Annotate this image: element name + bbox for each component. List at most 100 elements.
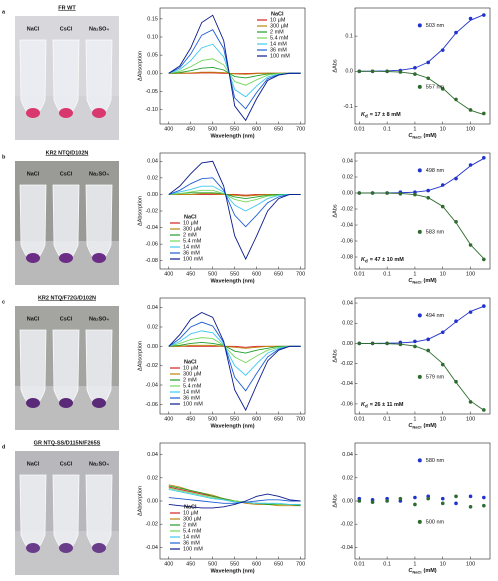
pellet [59, 543, 73, 553]
spectrum-line [168, 192, 301, 200]
data-point [440, 330, 445, 335]
data-point [440, 362, 445, 367]
series-key [417, 168, 422, 173]
x-tick-label: 10 [440, 416, 446, 422]
data-point [454, 30, 458, 35]
y-tick-label: 0.02 [147, 175, 158, 181]
spectrum-line [168, 487, 301, 505]
data-point [482, 257, 486, 262]
data-point [482, 408, 486, 412]
y-tick-label: -0.04 [340, 222, 353, 228]
legend-label: 36 mM [183, 250, 200, 256]
x-tick-label: 550 [230, 416, 239, 422]
data-point [426, 188, 431, 193]
data-point [482, 111, 486, 116]
y-tick-label: 0.1 [345, 34, 353, 40]
kd-symbol: K [361, 257, 366, 263]
series-label: 557 nm [426, 84, 445, 90]
x-label-subscript: NaCl [412, 280, 421, 285]
x-tick-label: 700 [296, 416, 305, 422]
y-tick-label: 0.02 [147, 324, 158, 330]
y-tick-label: -0.04 [145, 225, 158, 231]
legend-label: 14 mM [270, 41, 287, 47]
data-point [440, 183, 445, 187]
kd-symbol: K [361, 112, 366, 118]
y-tick-label: 0.00 [147, 71, 158, 77]
x-tick-label: 500 [208, 271, 217, 277]
legend-label: 36 mM [270, 47, 287, 53]
spectrum-line [168, 488, 301, 505]
series-label: 503 nm [426, 23, 445, 29]
tube [85, 39, 113, 117]
kd-annotation: Kd = 17 ± 8 mM [361, 112, 401, 118]
panel-letter: b [2, 154, 6, 160]
spectrum-line [168, 177, 301, 228]
data-point [454, 379, 458, 384]
legend-label: 300 μM [183, 371, 202, 377]
kd-text: = 47 ± 10 mM [370, 257, 404, 263]
series-key [417, 458, 422, 463]
legend-label: 14 mM [183, 534, 200, 540]
x-tick-label: 550 [230, 561, 239, 567]
data-point [454, 176, 458, 181]
legend-label: 36 mM [183, 540, 200, 546]
y-tick-label: -0.02 [145, 363, 158, 369]
x-label-subscript: NaCl [412, 425, 421, 430]
y-axis-label: ΔAbsorption [137, 486, 143, 516]
data-point [426, 196, 431, 200]
y-tick-label: 0.04 [342, 452, 353, 458]
data-point [468, 505, 473, 509]
legend-label: 10 μM [270, 17, 286, 23]
x-axis-label: CNaCl (mM) [408, 423, 436, 429]
x-tick-label: 450 [186, 126, 195, 132]
x-tick-label: 700 [296, 561, 305, 567]
y-axis-label: ΔAbsorption [137, 196, 143, 226]
legend-label: 2 mM [183, 377, 197, 383]
kd-subscript: d [365, 114, 368, 119]
tube [52, 39, 80, 117]
legend-label: 2 mM [183, 522, 197, 528]
fit-curve [359, 70, 484, 115]
y-tick-label: 0.10 [147, 34, 158, 40]
spectrum-line [168, 337, 301, 364]
x-label-symbol: C [408, 133, 413, 139]
x-tick-label: 700 [296, 126, 305, 132]
y-tick-label: -0.06 [145, 242, 158, 248]
data-point [468, 400, 473, 404]
y-tick-label: -0.02 [340, 522, 353, 528]
y-tick-label: 0.04 [342, 300, 353, 306]
y-tick-label: -0.06 [340, 401, 353, 407]
series-key [417, 84, 422, 89]
spectrum-line [168, 58, 301, 86]
panel-letter: c [2, 299, 5, 305]
data-point [440, 204, 445, 209]
tube [19, 184, 47, 262]
x-tick-label: 10 [440, 561, 446, 567]
x-tick-label: 0.1 [383, 271, 391, 277]
legend-title: NaCl [184, 504, 197, 510]
legend-title: NaCl [184, 214, 197, 220]
kd-annotation: Kd = 26 ± 11 mM [361, 402, 404, 408]
kd-annotation: Kd = 47 ± 10 mM [361, 257, 404, 263]
tube-label: NaCl [27, 316, 40, 322]
x-axis-label: Wavelength (nm) [210, 568, 254, 574]
y-tick-label: 0.00 [342, 498, 353, 504]
x-tick-label: 650 [274, 271, 283, 277]
kd-text: = 17 ± 8 mM [370, 112, 401, 118]
data-point [370, 500, 375, 504]
tube-label: Na₂SO₄ [89, 461, 109, 467]
spectrum-line [168, 311, 301, 412]
fit-curve [359, 192, 485, 259]
tube [19, 329, 47, 407]
x-tick-label: 0.1 [383, 416, 391, 422]
data-point [385, 191, 389, 195]
x-label-unit: (mM) [423, 278, 436, 284]
x-label-symbol: C [408, 568, 413, 574]
data-point [482, 304, 486, 308]
tube-label: CsCl [60, 171, 73, 177]
plot-frame [354, 297, 491, 415]
x-label-subscript: NaCl [412, 135, 421, 140]
tube [52, 329, 80, 407]
plot-frame [354, 7, 491, 125]
x-tick-label: 600 [252, 271, 261, 277]
